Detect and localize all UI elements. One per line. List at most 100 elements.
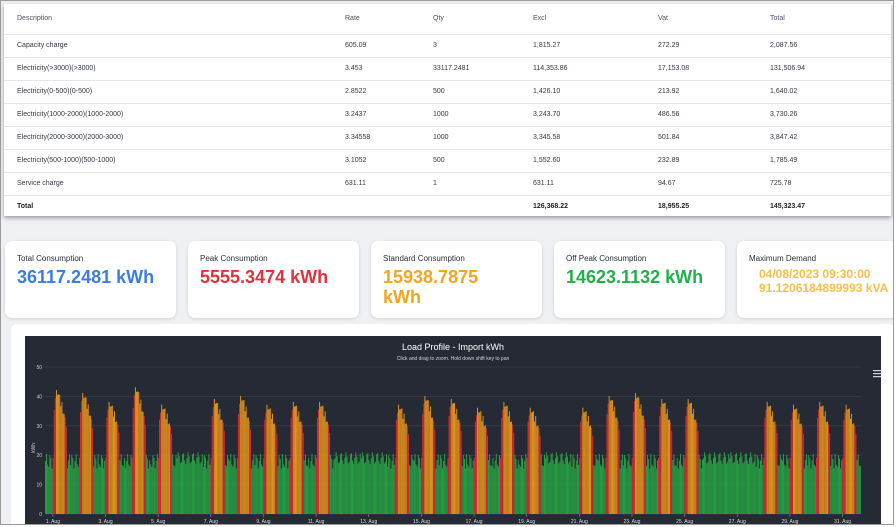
chart-bar[interactable] xyxy=(119,460,121,514)
chart-bar[interactable] xyxy=(723,452,725,514)
chart-bar[interactable] xyxy=(779,454,781,514)
chart-bar[interactable] xyxy=(669,419,670,514)
chart-bar[interactable] xyxy=(761,454,763,514)
chart-bar[interactable] xyxy=(850,418,851,514)
column-header[interactable]: Vat xyxy=(645,4,757,35)
chart-bar[interactable] xyxy=(198,456,200,514)
chart-bar[interactable] xyxy=(711,463,713,514)
chart-bar[interactable] xyxy=(717,461,719,514)
chart-bar[interactable] xyxy=(263,457,265,514)
chart-bar[interactable] xyxy=(754,453,756,514)
chart-bar[interactable] xyxy=(789,457,791,514)
chart-bar[interactable] xyxy=(729,458,731,514)
chart-bar[interactable] xyxy=(325,422,327,514)
chart-bar[interactable] xyxy=(221,419,223,514)
chart-bar[interactable] xyxy=(542,466,544,514)
chart-bar[interactable] xyxy=(751,456,753,514)
chart-bar[interactable] xyxy=(854,426,856,514)
chart-bar[interactable] xyxy=(576,454,578,514)
chart-bar[interactable] xyxy=(730,452,732,514)
chart-bar[interactable] xyxy=(372,456,374,514)
chart-bar[interactable] xyxy=(445,464,447,514)
chart-bar[interactable] xyxy=(490,465,492,514)
chart-bar[interactable] xyxy=(592,435,594,514)
chart-bar[interactable] xyxy=(784,464,786,514)
chart-bar[interactable] xyxy=(181,461,182,514)
chart-bar[interactable] xyxy=(118,432,120,514)
chart-bar[interactable] xyxy=(171,434,173,514)
chart-bar[interactable] xyxy=(72,457,74,514)
chart-bar[interactable] xyxy=(428,411,430,514)
chart-bar[interactable] xyxy=(287,468,289,514)
chart-bar[interactable] xyxy=(188,456,190,514)
chart-bar[interactable] xyxy=(499,455,500,514)
chart-bar[interactable] xyxy=(419,458,420,514)
chart-bar[interactable] xyxy=(269,408,271,514)
chart-bar[interactable] xyxy=(511,421,513,514)
chart-bar[interactable] xyxy=(715,456,717,514)
chart-bar[interactable] xyxy=(455,413,457,514)
chart-bar[interactable] xyxy=(425,400,427,514)
chart-bar[interactable] xyxy=(103,468,105,514)
chart-bar[interactable] xyxy=(569,461,571,514)
chart-bar[interactable] xyxy=(745,453,747,514)
chart-bar[interactable] xyxy=(644,428,646,514)
chart-bar[interactable] xyxy=(674,465,676,514)
chart-bar[interactable] xyxy=(52,457,54,514)
chart-bar[interactable] xyxy=(473,457,475,514)
chart-bar[interactable] xyxy=(785,466,787,514)
chart-bar[interactable] xyxy=(597,460,599,514)
chart-bar[interactable] xyxy=(299,422,301,514)
chart-bar[interactable] xyxy=(848,408,850,514)
chart-bar[interactable] xyxy=(375,461,377,514)
chart-bar[interactable] xyxy=(450,398,452,514)
chart-bar[interactable] xyxy=(572,455,574,514)
chart-bar[interactable] xyxy=(727,461,729,514)
chart-bar[interactable] xyxy=(852,424,854,514)
chart-bar[interactable] xyxy=(383,463,385,514)
chart-bar[interactable] xyxy=(302,432,304,514)
chart-bar[interactable] xyxy=(370,457,372,514)
chart-bar[interactable] xyxy=(443,460,445,514)
chart-bar[interactable] xyxy=(286,458,288,514)
chart-bar[interactable] xyxy=(716,463,718,514)
chart-bar[interactable] xyxy=(424,395,426,514)
chart-bar[interactable] xyxy=(184,460,186,514)
chart-bar[interactable] xyxy=(466,453,468,514)
chart-bar[interactable] xyxy=(60,406,62,514)
chart-bar[interactable] xyxy=(154,468,156,514)
chart-bar[interactable] xyxy=(381,452,383,514)
chart-bar[interactable] xyxy=(291,409,293,514)
chart-bar[interactable] xyxy=(196,457,198,514)
chart-bar[interactable] xyxy=(281,453,283,514)
chart-bar[interactable] xyxy=(155,460,157,514)
chart-bar[interactable] xyxy=(157,457,159,514)
chart-bar[interactable] xyxy=(232,466,234,514)
chart-bar[interactable] xyxy=(641,415,643,514)
chart-bar[interactable] xyxy=(95,458,97,514)
chart-bar[interactable] xyxy=(798,413,800,514)
chart-bar[interactable] xyxy=(293,406,295,514)
chart-bar[interactable] xyxy=(607,403,609,514)
chart-bar[interactable] xyxy=(602,455,604,514)
chart-bar[interactable] xyxy=(256,458,258,514)
chart-bar[interactable] xyxy=(502,409,504,514)
chart-menu-icon[interactable] xyxy=(873,370,881,378)
chart-bar[interactable] xyxy=(621,454,623,514)
chart-bar[interactable] xyxy=(125,468,126,514)
chart-bar[interactable] xyxy=(774,421,776,514)
chart-bar[interactable] xyxy=(166,413,168,514)
chart-bar[interactable] xyxy=(306,465,307,514)
chart-bar[interactable] xyxy=(290,417,292,514)
chart-bar[interactable] xyxy=(734,454,736,514)
chart-bar[interactable] xyxy=(314,455,316,514)
chart-bar[interactable] xyxy=(769,405,771,514)
chart-bar[interactable] xyxy=(300,421,302,514)
chart-bar[interactable] xyxy=(546,452,548,514)
chart-bar[interactable] xyxy=(207,460,209,514)
chart-bar[interactable] xyxy=(678,460,680,514)
chart-bar[interactable] xyxy=(738,463,740,514)
chart-bar[interactable] xyxy=(116,421,118,514)
chart-bar[interactable] xyxy=(515,458,517,514)
chart-bar[interactable] xyxy=(639,408,641,514)
